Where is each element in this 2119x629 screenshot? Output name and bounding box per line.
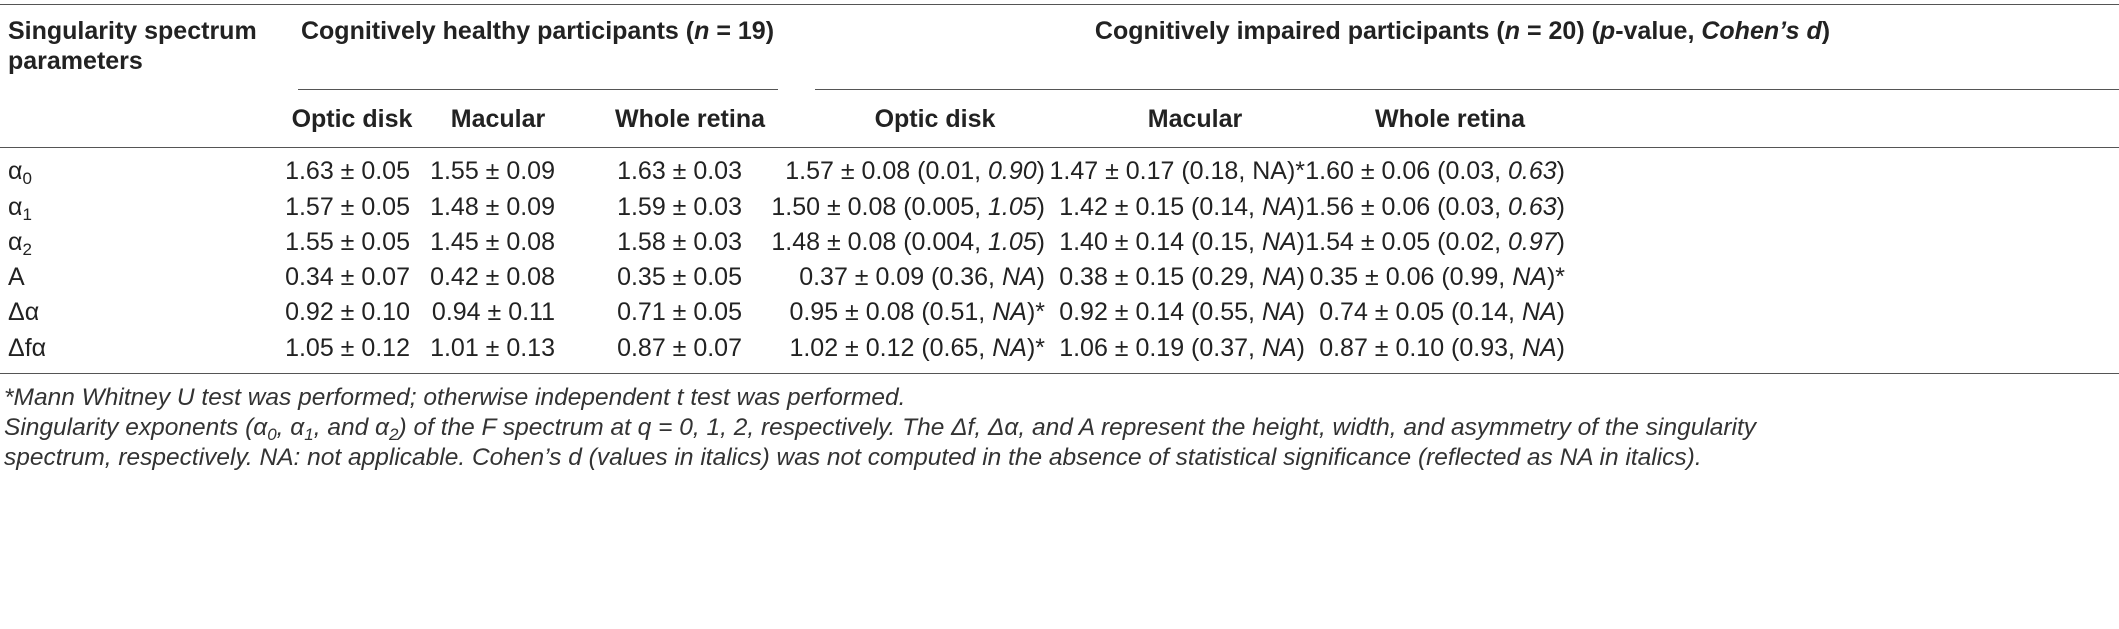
value-cell: 1.05 ± 0.12 — [285, 334, 410, 362]
value-cell: 0.95 ± 0.08 (0.51, NA)* — [789, 298, 1045, 326]
subcol-impaired-macular: Macular — [1147, 105, 1243, 133]
subcol-healthy-macular: Macular — [450, 105, 546, 133]
value-cell: 0.87 ± 0.07 — [617, 334, 742, 362]
param-header-line1: Singularity spectrum — [8, 17, 257, 45]
value-cell: 1.48 ± 0.08 (0.004, 1.05) — [771, 228, 1045, 256]
value-cell: 1.63 ± 0.03 — [617, 157, 742, 185]
subcol-impaired-optic: Optic disk — [874, 105, 996, 133]
impaired-group-rule — [815, 89, 2119, 90]
value-cell: 1.42 ± 0.15 (0.14, NA) — [1059, 193, 1305, 221]
healthy-group-header: Cognitively healthy participants (n = 19… — [300, 17, 775, 45]
value-cell: 0.71 ± 0.05 — [617, 298, 742, 326]
subcol-healthy-optic: Optic disk — [291, 105, 413, 133]
value-cell: 1.57 ± 0.08 (0.01, 0.90) — [785, 157, 1045, 185]
value-cell: 0.92 ± 0.10 — [285, 298, 410, 326]
value-cell: 0.38 ± 0.15 (0.29, NA) — [1059, 263, 1305, 291]
footnote-line3: spectrum, respectively. NA: not applicab… — [4, 444, 1702, 471]
param-cell: α2 — [8, 228, 32, 259]
value-cell: 0.34 ± 0.07 — [285, 263, 410, 291]
value-cell: 1.01 ± 0.13 — [430, 334, 555, 362]
footnote-line2: Singularity exponents (α0, α1, and α2) o… — [4, 414, 1757, 444]
value-cell: 0.42 ± 0.08 — [430, 263, 555, 291]
footnote-line1: *Mann Whitney U test was performed; othe… — [4, 384, 906, 411]
value-cell: 0.87 ± 0.10 (0.93, NA) — [1319, 334, 1565, 362]
value-cell: 1.60 ± 0.06 (0.03, 0.63) — [1305, 157, 1565, 185]
value-cell: 1.45 ± 0.08 — [430, 228, 555, 256]
param-cell: α1 — [8, 193, 32, 224]
value-cell: 0.37 ± 0.09 (0.36, NA) — [799, 263, 1045, 291]
value-cell: 1.40 ± 0.14 (0.15, NA) — [1059, 228, 1305, 256]
param-cell: Δα — [8, 298, 40, 326]
impaired-group-header: Cognitively impaired participants (n = 2… — [1094, 17, 1831, 45]
value-cell: 0.92 ± 0.14 (0.55, NA) — [1059, 298, 1305, 326]
subcol-impaired-whole: Whole retina — [1374, 105, 1525, 133]
bottom-rule — [0, 373, 2119, 374]
param-cell: α0 — [8, 157, 32, 188]
value-cell: 1.55 ± 0.05 — [285, 228, 410, 256]
value-cell: 1.47 ± 0.17 (0.18, NA)* — [1049, 157, 1305, 185]
value-cell: 0.94 ± 0.11 — [431, 298, 555, 326]
top-rule — [0, 4, 2119, 5]
value-cell: 0.35 ± 0.06 (0.99, NA)* — [1309, 263, 1565, 291]
value-cell: 1.63 ± 0.05 — [285, 157, 410, 185]
value-cell: 1.06 ± 0.19 (0.37, NA) — [1059, 334, 1305, 362]
value-cell: 0.74 ± 0.05 (0.14, NA) — [1319, 298, 1565, 326]
healthy-group-rule — [298, 89, 778, 90]
value-cell: 1.55 ± 0.09 — [430, 157, 555, 185]
value-cell: 1.02 ± 0.12 (0.65, NA)* — [789, 334, 1045, 362]
value-cell: 1.56 ± 0.06 (0.03, 0.63) — [1305, 193, 1565, 221]
param-cell: A — [8, 263, 25, 291]
value-cell: 1.50 ± 0.08 (0.005, 1.05) — [771, 193, 1045, 221]
header-bottom-rule — [0, 147, 2119, 148]
value-cell: 1.48 ± 0.09 — [430, 193, 555, 221]
value-cell: 0.35 ± 0.05 — [617, 263, 742, 291]
value-cell: 1.57 ± 0.05 — [285, 193, 410, 221]
param-header-line2: parameters — [8, 47, 143, 75]
value-cell: 1.58 ± 0.03 — [617, 228, 742, 256]
param-cell: Δfα — [8, 334, 47, 362]
subcol-healthy-whole: Whole retina — [614, 105, 765, 133]
value-cell: 1.54 ± 0.05 (0.02, 0.97) — [1305, 228, 1565, 256]
value-cell: 1.59 ± 0.03 — [617, 193, 742, 221]
